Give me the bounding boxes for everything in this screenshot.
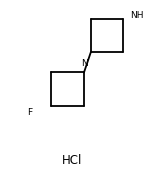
Text: N: N	[81, 59, 87, 68]
Text: HCl: HCl	[62, 154, 82, 167]
Text: F: F	[27, 108, 32, 117]
Text: NH: NH	[130, 11, 144, 20]
